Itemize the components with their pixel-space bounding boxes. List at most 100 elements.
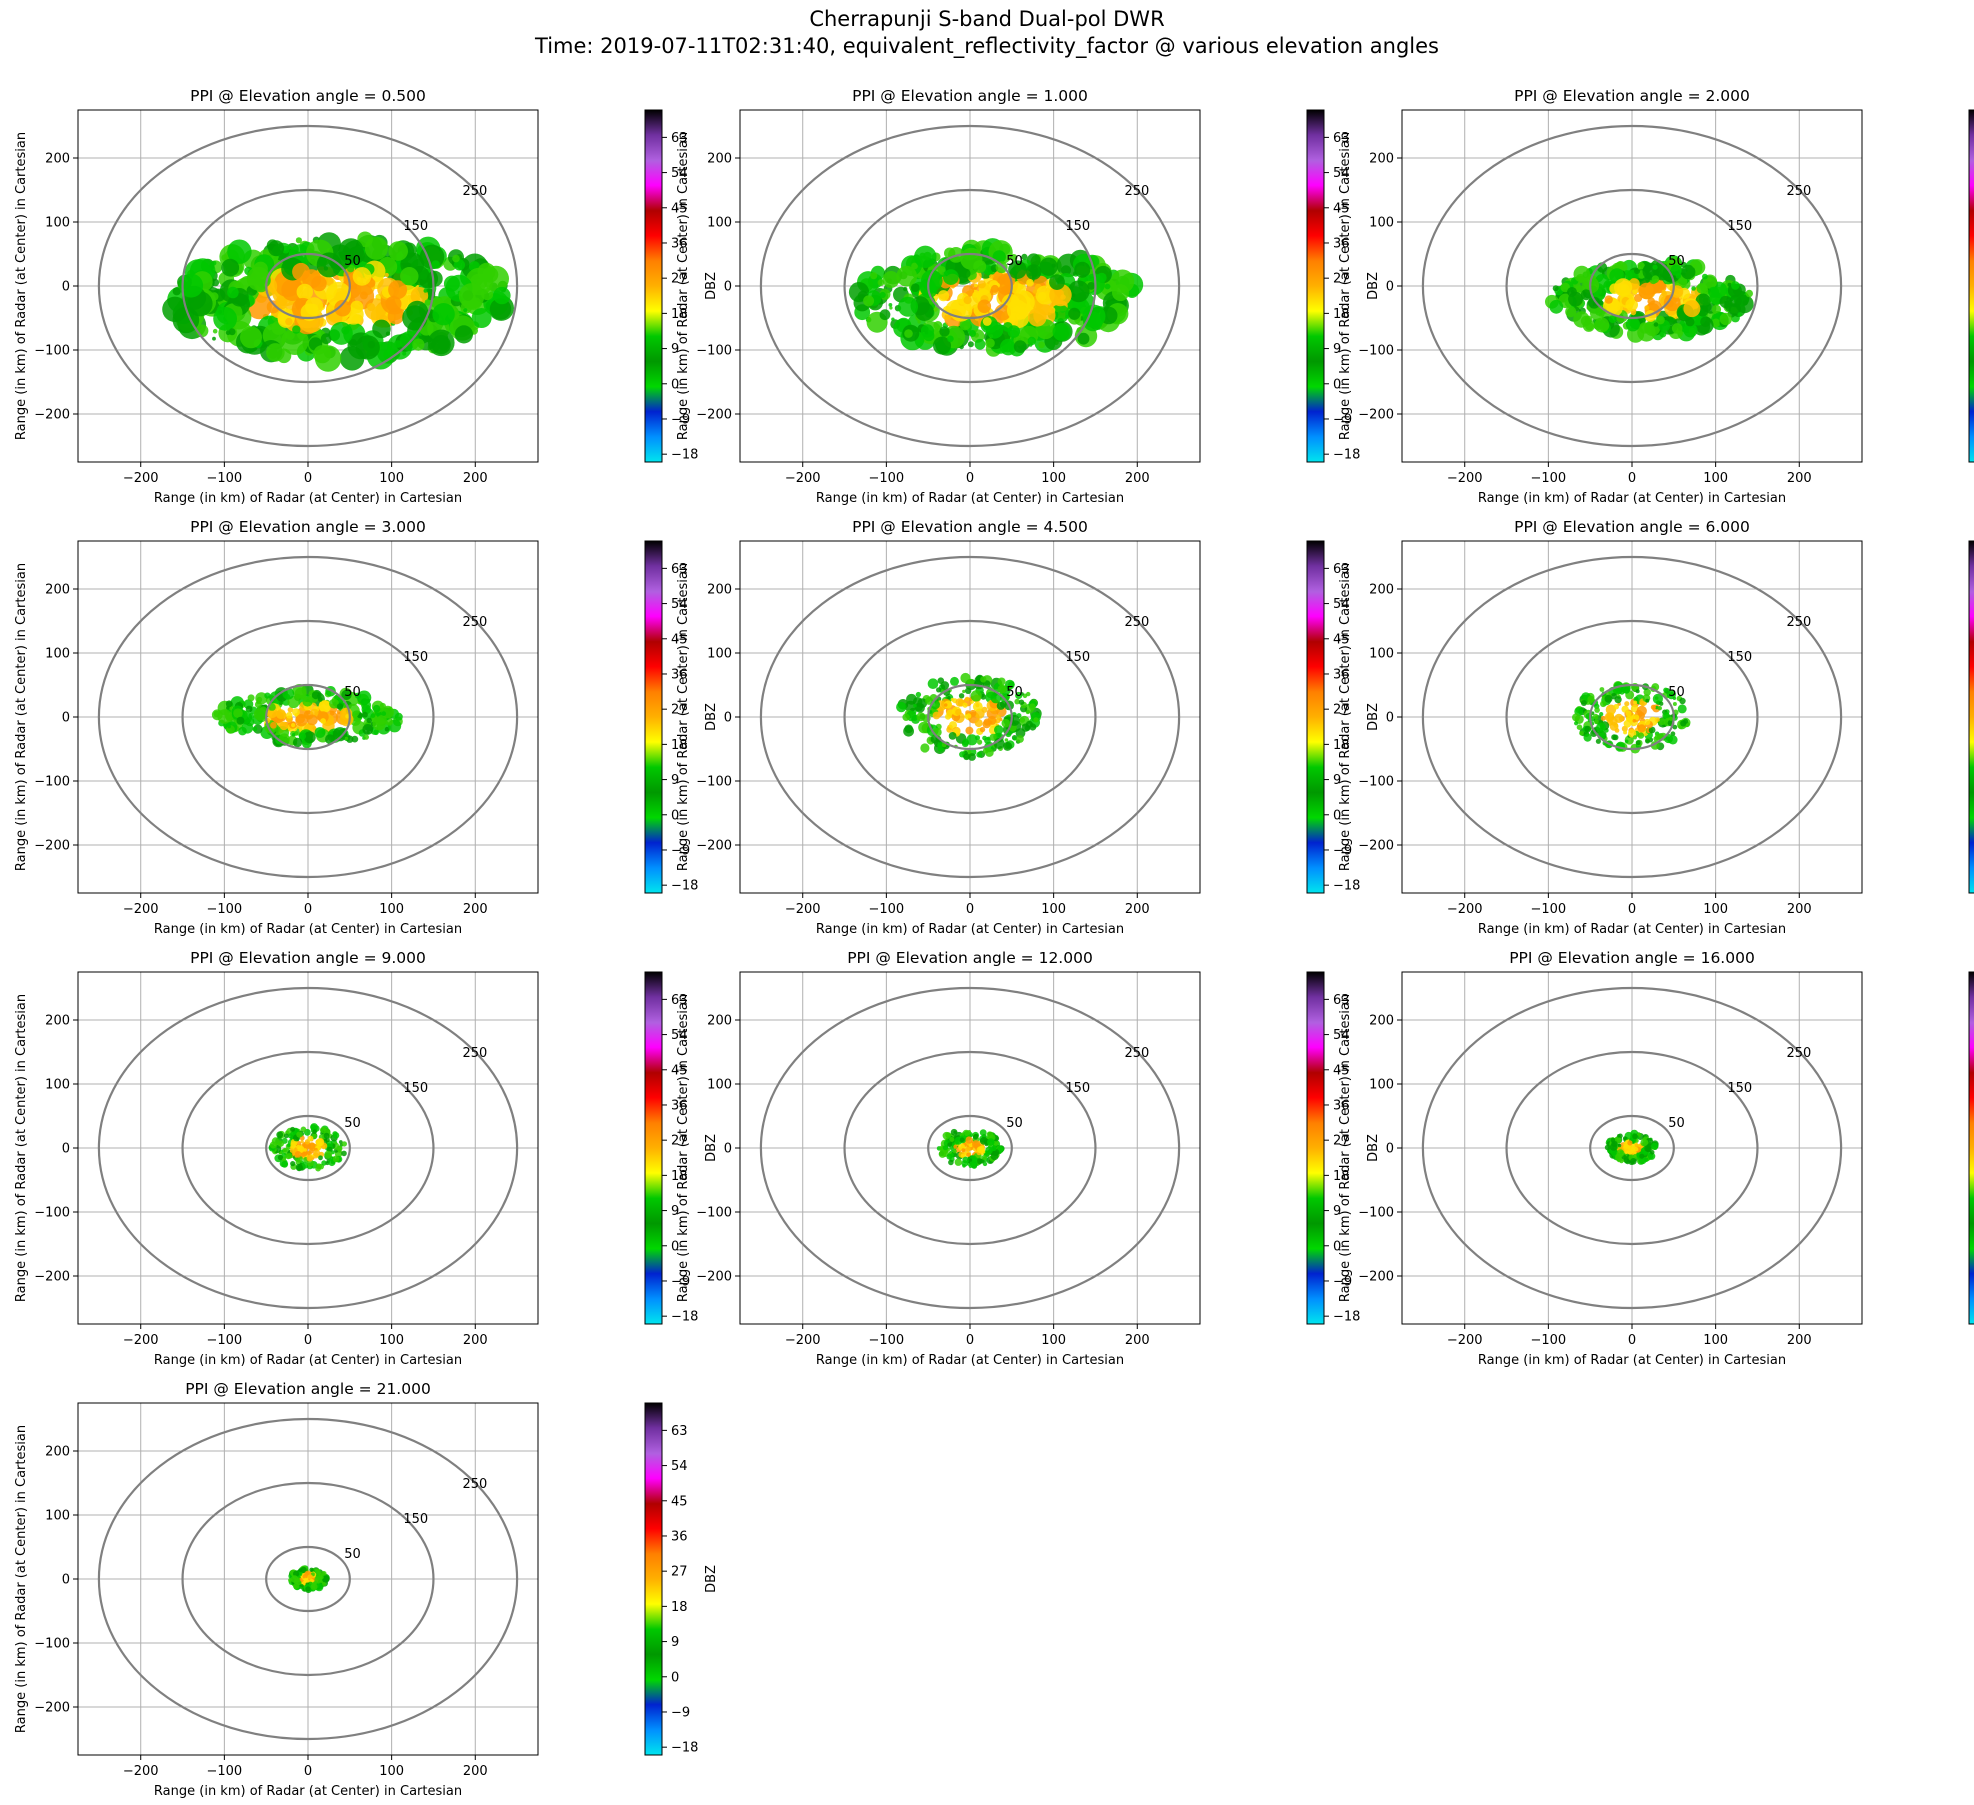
- echo-cell: [295, 237, 302, 244]
- echo-cell: [290, 1126, 296, 1132]
- x-tick-label: 100: [1041, 902, 1066, 917]
- echo-cell: [302, 1574, 308, 1579]
- range-ring-label: 150: [1727, 1081, 1752, 1096]
- echo-cell: [953, 1144, 958, 1149]
- echo-cell: [987, 715, 997, 725]
- range-ring-label: 250: [1787, 1046, 1812, 1061]
- echo-cell: [950, 676, 959, 686]
- echo-cell: [292, 708, 300, 716]
- echo-cell: [1579, 731, 1584, 736]
- echo-cell: [962, 1164, 966, 1168]
- echo-cell: [314, 727, 326, 738]
- echo-cell: [915, 691, 922, 698]
- x-tick-label: −100: [207, 1333, 243, 1348]
- echo-cell: [950, 697, 955, 702]
- range-ring-label: 150: [1727, 650, 1752, 665]
- colorbar-label: DBZ: [1366, 703, 1381, 731]
- echo-cell: [318, 1155, 323, 1161]
- echo-cell: [315, 1165, 321, 1172]
- y-axis-label: Range (in km) of Radar (at Center) in Ca…: [676, 563, 691, 871]
- x-tick-label: 200: [1787, 1333, 1812, 1348]
- echo-cell: [972, 1134, 979, 1140]
- y-tick-label: 0: [62, 280, 70, 295]
- colorbar-tick-label: −9: [671, 1705, 690, 1720]
- colorbar-tick-label: 27: [1333, 703, 1350, 718]
- echo-cell: [1711, 304, 1722, 315]
- colorbar-tick-label: −18: [671, 879, 698, 894]
- echo-cell: [384, 726, 390, 732]
- echo-cell: [1644, 718, 1651, 726]
- echo-cell: [1060, 265, 1072, 276]
- echo-cell: [1599, 687, 1605, 692]
- y-tick-label: −200: [696, 1270, 732, 1285]
- echo-cell: [1625, 710, 1632, 717]
- panel-title: PPI @ Elevation angle = 0.500: [190, 87, 426, 105]
- reflectivity-echo: [288, 1565, 330, 1594]
- echo-cell: [1014, 698, 1020, 705]
- y-tick-label: −100: [1358, 344, 1394, 359]
- echo-cell: [281, 327, 309, 355]
- panel-title: PPI @ Elevation angle = 21.000: [185, 1380, 431, 1398]
- echo-cell: [300, 1566, 307, 1574]
- echo-cell: [987, 1138, 995, 1146]
- echo-cell: [306, 714, 318, 726]
- echo-cell: [1652, 693, 1663, 705]
- echo-cell: [985, 321, 1004, 339]
- echo-cell: [1648, 726, 1656, 734]
- echo-cell: [345, 714, 350, 719]
- x-tick-label: 200: [463, 1764, 488, 1779]
- colorbar-tick-label: 18: [1333, 738, 1350, 753]
- echo-cell: [211, 278, 220, 287]
- echo-cell: [227, 286, 239, 299]
- echo-cell: [285, 712, 293, 719]
- range-ring-label: 150: [403, 1081, 428, 1096]
- echo-cell: [321, 1570, 327, 1577]
- echo-cell: [1608, 315, 1617, 324]
- echo-cell: [1671, 323, 1683, 334]
- range-ring-label: 50: [1668, 685, 1685, 700]
- echo-cell: [1580, 700, 1587, 706]
- echo-cell: [336, 703, 344, 710]
- colorbar-tick-label: 54: [671, 1028, 688, 1043]
- echo-cell: [1711, 318, 1721, 328]
- echo-cell: [1609, 717, 1618, 726]
- colorbar-tick-label: 63: [1333, 131, 1350, 146]
- echo-cell: [240, 326, 262, 349]
- echo-cell: [370, 713, 376, 718]
- echo-cell: [994, 725, 1004, 735]
- echo-cell: [292, 262, 310, 281]
- y-tick-label: 100: [707, 216, 732, 231]
- echo-cell: [372, 319, 391, 339]
- y-tick-label: −200: [34, 1270, 70, 1285]
- range-ring-250km: [1421, 555, 1843, 879]
- range-ring-50km: [927, 1114, 1013, 1182]
- echo-cell: [1065, 314, 1070, 319]
- echo-cell: [341, 1141, 347, 1147]
- echo-cell: [1634, 294, 1643, 302]
- echo-cell: [1683, 300, 1701, 318]
- echo-cell: [307, 1574, 313, 1580]
- echo-cell: [179, 273, 204, 298]
- colorbar-label: DBZ: [704, 272, 719, 300]
- colorbar-label: DBZ: [1366, 272, 1381, 300]
- echo-cell: [920, 324, 935, 338]
- echo-cell: [1633, 1147, 1639, 1152]
- echo-cell: [898, 296, 918, 317]
- range-ring-label: 250: [463, 184, 488, 199]
- echo-cell: [1647, 1152, 1656, 1160]
- range-ring-label: 50: [1006, 1116, 1023, 1131]
- y-tick-label: −200: [34, 1701, 70, 1716]
- range-ring-label: 50: [344, 254, 361, 269]
- echo-cell: [1599, 712, 1604, 717]
- panel-title: PPI @ Elevation angle = 1.000: [852, 87, 1088, 105]
- x-tick-label: 100: [379, 1333, 404, 1348]
- x-tick-label: −200: [1447, 471, 1483, 486]
- echo-cell: [269, 1141, 277, 1149]
- echo-cell: [1013, 736, 1017, 741]
- echo-cell: [971, 1162, 978, 1169]
- colorbar-tick-label: 27: [671, 272, 688, 287]
- range-ring-label: 150: [1065, 650, 1090, 665]
- echo-cell: [986, 708, 998, 720]
- echo-cell: [1719, 295, 1732, 309]
- echo-cell: [962, 1156, 970, 1164]
